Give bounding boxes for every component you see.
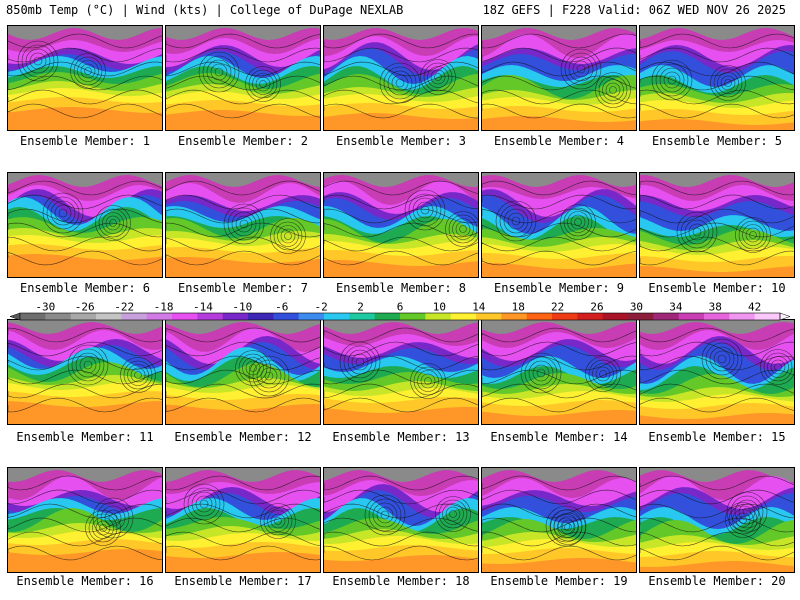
colorbar-tick-label: 18 bbox=[512, 301, 525, 314]
member-caption: Ensemble Member: 14 bbox=[490, 430, 628, 444]
colorbar-swatch bbox=[222, 313, 249, 320]
member-map-panel bbox=[481, 319, 637, 425]
colorbar-tick-label: 38 bbox=[709, 301, 722, 314]
member-map-panel bbox=[639, 467, 795, 573]
member-map-panel bbox=[323, 172, 479, 278]
member-map-panel bbox=[323, 319, 479, 425]
member-map-panel bbox=[7, 467, 163, 573]
colorbar-swatch bbox=[400, 313, 426, 320]
member-map-panel bbox=[7, 25, 163, 131]
colorbar-swatch bbox=[653, 313, 680, 320]
member-map-panel bbox=[323, 25, 479, 131]
colorbar-max-arrow bbox=[779, 312, 791, 321]
colorbar-swatch bbox=[298, 313, 325, 320]
colorbar-swatch bbox=[476, 313, 502, 320]
member-map-panel bbox=[481, 172, 637, 278]
colorbar-tick-label: 22 bbox=[551, 301, 564, 314]
colorbar-swatch bbox=[248, 313, 274, 320]
colorbar-swatch bbox=[501, 313, 528, 320]
colorbar-swatch bbox=[450, 313, 477, 320]
colorbar-swatch bbox=[45, 313, 72, 320]
member-caption: Ensemble Member: 3 bbox=[335, 134, 467, 148]
member-caption: Ensemble Member: 5 bbox=[651, 134, 783, 148]
colorbar-tick-label: 34 bbox=[669, 301, 683, 314]
member-map-panel bbox=[323, 467, 479, 573]
colorbar-swatch bbox=[197, 313, 224, 320]
colorbar-tick-label: 14 bbox=[472, 301, 486, 314]
colorbar-tick-label: -2 bbox=[315, 301, 328, 314]
colorbar-swatch bbox=[678, 313, 705, 320]
member-caption: Ensemble Member: 11 bbox=[16, 430, 154, 444]
member-caption: Ensemble Member: 12 bbox=[174, 430, 312, 444]
colorbar-tick-label: -26 bbox=[75, 301, 95, 314]
member-caption: Ensemble Member: 16 bbox=[16, 574, 154, 588]
colorbar-tick-label: 30 bbox=[630, 301, 643, 314]
member-caption: Ensemble Member: 19 bbox=[490, 574, 628, 588]
colorbar-swatch bbox=[374, 313, 401, 320]
colorbar-tick-label: -22 bbox=[114, 301, 134, 314]
member-caption: Ensemble Member: 8 bbox=[335, 281, 467, 295]
colorbar-outline bbox=[19, 312, 781, 321]
member-map-panel bbox=[481, 467, 637, 573]
colorbar-swatch bbox=[602, 313, 629, 320]
member-map-panel bbox=[639, 319, 795, 425]
member-caption: Ensemble Member: 2 bbox=[177, 134, 309, 148]
member-caption: Ensemble Member: 9 bbox=[493, 281, 625, 295]
member-map-panel bbox=[165, 25, 321, 131]
colorbar-swatch bbox=[577, 313, 604, 320]
colorbar-tick-label: 6 bbox=[397, 301, 404, 314]
colorbar-swatch bbox=[20, 313, 46, 320]
member-map-panel bbox=[7, 172, 163, 278]
colorbar-swatch bbox=[121, 313, 148, 320]
header-left-title: 850mb Temp (°C) | Wind (kts) | College o… bbox=[6, 3, 404, 17]
temperature-colorbar: -30 -26 -22 -18 -14 -10 -6 -2 2 6 10 14 18 22 26 30 34 38… bbox=[9, 301, 791, 321]
member-map-panel bbox=[165, 172, 321, 278]
colorbar-swatch bbox=[324, 313, 350, 320]
colorbar-tick-label: -18 bbox=[154, 301, 174, 314]
member-caption: Ensemble Member: 7 bbox=[177, 281, 309, 295]
member-caption: Ensemble Member: 6 bbox=[19, 281, 151, 295]
member-caption: Ensemble Member: 20 bbox=[648, 574, 786, 588]
colorbar-tick-label: 2 bbox=[357, 301, 364, 314]
member-caption: Ensemble Member: 17 bbox=[174, 574, 312, 588]
colorbar-swatch bbox=[754, 313, 781, 320]
colorbar-tick-label: -6 bbox=[275, 301, 288, 314]
colorbar-swatch bbox=[526, 313, 553, 320]
member-caption: Ensemble Member: 10 bbox=[648, 281, 786, 295]
colorbar-swatch bbox=[172, 313, 198, 320]
member-map-panel bbox=[165, 467, 321, 573]
member-map-panel bbox=[7, 319, 163, 425]
member-caption: Ensemble Member: 4 bbox=[493, 134, 625, 148]
colorbar-tick-label: 10 bbox=[433, 301, 446, 314]
member-caption: Ensemble Member: 15 bbox=[648, 430, 786, 444]
member-caption: Ensemble Member: 13 bbox=[332, 430, 470, 444]
colorbar-swatch bbox=[349, 313, 376, 320]
colorbar-swatch bbox=[704, 313, 730, 320]
colorbar-swatch bbox=[70, 313, 97, 320]
colorbar-tick-label: 42 bbox=[748, 301, 761, 314]
colorbar-swatch bbox=[628, 313, 654, 320]
member-map-panel bbox=[639, 25, 795, 131]
colorbar-tick-label: -30 bbox=[35, 301, 55, 314]
colorbar-tick-label: -10 bbox=[232, 301, 252, 314]
colorbar-tick-label: -14 bbox=[193, 301, 213, 314]
header-right-title: 18Z GEFS | F228 Valid: 06Z WED NOV 26 20… bbox=[482, 3, 786, 17]
member-caption: Ensemble Member: 18 bbox=[332, 574, 470, 588]
member-map-panel bbox=[481, 25, 637, 131]
colorbar-swatch bbox=[552, 313, 578, 320]
colorbar-swatch bbox=[96, 313, 122, 320]
colorbar-min-arrow bbox=[9, 312, 21, 321]
member-map-panel bbox=[165, 319, 321, 425]
colorbar-swatch bbox=[729, 313, 756, 320]
colorbar-swatch bbox=[273, 313, 300, 320]
colorbar-swatch bbox=[425, 313, 452, 320]
colorbar-swatch bbox=[146, 313, 173, 320]
member-caption: Ensemble Member: 1 bbox=[19, 134, 151, 148]
member-map-panel bbox=[639, 172, 795, 278]
colorbar-tick-label: 26 bbox=[590, 301, 603, 314]
